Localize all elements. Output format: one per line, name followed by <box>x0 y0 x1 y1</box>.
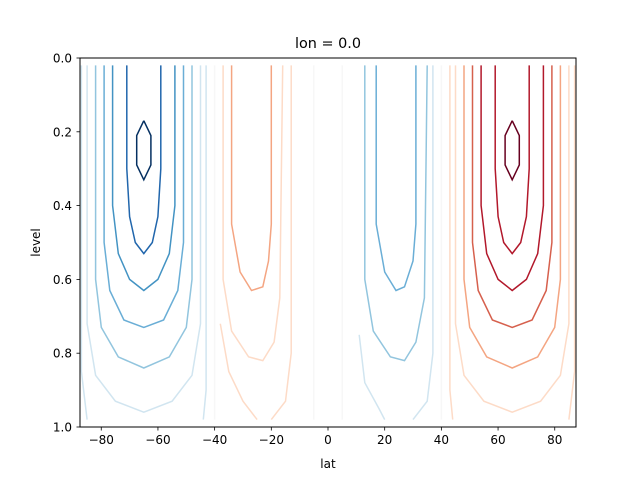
contour-line-pos-c <box>568 65 576 420</box>
x-tick-label: 20 <box>377 433 392 447</box>
contour-line-pos-3 <box>494 65 530 255</box>
contour-line-neg-1 <box>103 65 185 329</box>
x-tick-label: −80 <box>89 433 114 447</box>
contour-line-pos-0 <box>463 65 562 369</box>
contour-lines <box>80 65 576 421</box>
x-tick-label: −20 <box>259 433 284 447</box>
x-tick-label: 0 <box>324 433 332 447</box>
contour-line-neg-c <box>202 65 207 420</box>
contour-line-pos-l0 <box>222 65 284 362</box>
x-tick-label: 80 <box>547 433 562 447</box>
y-tick-label: 0.8 <box>53 347 72 361</box>
contour-line-neg-2 <box>111 65 176 292</box>
x-tick-label: 60 <box>490 433 505 447</box>
contour-line-pos-1 <box>471 65 553 329</box>
contour-line-neg-b <box>80 65 88 420</box>
contour-line-neg-ma <box>358 334 386 420</box>
y-axis-label: level <box>29 228 43 257</box>
contour-line-neg-a <box>86 65 202 414</box>
plot-frame <box>79 57 577 428</box>
contour-line-pos-4 <box>504 120 521 182</box>
x-tick-label: −60 <box>145 433 170 447</box>
contour-line-pos-lb <box>270 65 292 421</box>
y-tick-label: 0.2 <box>53 125 72 139</box>
contour-line-pos-la <box>219 323 258 421</box>
y-tick-label: 0.0 <box>53 52 72 66</box>
contour-line-neg-m1 <box>375 65 417 292</box>
contour-line-neg-m0 <box>364 65 428 362</box>
contour-line-pos-b <box>449 65 454 420</box>
contour-line-pos-l1 <box>230 65 273 292</box>
contour-line-neg-0 <box>94 65 193 369</box>
contour-line-neg-3 <box>126 65 162 255</box>
y-tick-label: 0.6 <box>53 273 72 287</box>
contour-line-neg-4 <box>135 120 152 182</box>
x-axis: −80 −60 −40 −20 0 20 40 60 80 <box>89 427 562 447</box>
x-tick-label: 40 <box>434 433 449 447</box>
y-axis: 0.0 0.2 0.4 0.6 0.8 1.0 <box>53 52 80 435</box>
y-tick-label: 1.0 <box>53 421 72 435</box>
contour-line-pos-2 <box>480 65 545 292</box>
chart-title: lon = 0.0 <box>295 36 361 52</box>
x-tick-label: −40 <box>202 433 227 447</box>
x-axis-label: lat <box>320 457 336 471</box>
contour-line-pos-a <box>454 65 570 414</box>
contour-line-neg-mb <box>412 65 434 421</box>
y-tick-label: 0.4 <box>53 199 72 213</box>
